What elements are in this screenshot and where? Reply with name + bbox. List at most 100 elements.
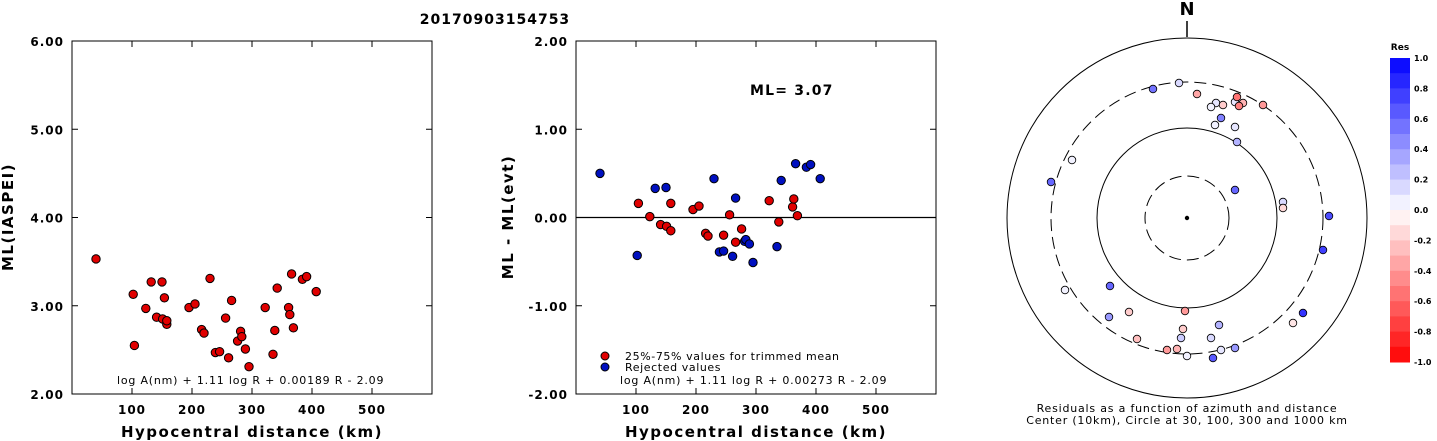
polar-point [1208, 353, 1218, 363]
data-point [661, 182, 671, 193]
data-point [694, 201, 704, 211]
caption-line-2: Center (10km), Circle at 30, 100, 300 an… [1026, 414, 1348, 427]
data-points [91, 254, 321, 372]
data-point [772, 241, 782, 252]
data-point [776, 175, 786, 186]
polar-point [1216, 345, 1226, 355]
polar-point [1162, 345, 1172, 355]
x-tick-label: 500 [862, 403, 890, 417]
colorbar-cell [1390, 73, 1410, 89]
data-point [214, 346, 225, 357]
data-point [730, 193, 741, 203]
polar-point [1218, 100, 1228, 110]
polar-point [1067, 155, 1077, 165]
colorbar-cell [1390, 301, 1410, 317]
data-point [709, 173, 719, 184]
legend-label-rejected: Rejected values [625, 361, 721, 374]
data-point [240, 344, 251, 354]
polar-point [1278, 203, 1288, 213]
colorbar-tick-label: -0.2 [1414, 236, 1432, 245]
data-point [205, 273, 215, 284]
data-point [718, 246, 729, 256]
y-tick-label: 2.00 [534, 35, 568, 49]
x-tick-label: 200 [682, 403, 710, 417]
data-point [141, 303, 151, 314]
colorbar-cell [1390, 225, 1410, 241]
colorbar-tick-label: 0.2 [1414, 176, 1428, 185]
colorbar-cell [1390, 346, 1410, 363]
colorbar-cell [1390, 194, 1410, 211]
colorbar-tick-label: 0.8 [1414, 84, 1429, 93]
y-ticks: 2.00 3.00 4.00 5.00 6.00 [30, 35, 432, 402]
data-point [237, 331, 247, 342]
data-point [260, 302, 270, 313]
legend: 25%-75% values for trimmed mean Rejected… [600, 350, 839, 374]
x-axis-label: Hypocentral distance (km) [625, 423, 887, 441]
colorbar-cell [1390, 149, 1410, 165]
colorbar-cell [1390, 316, 1410, 333]
data-point [790, 158, 801, 169]
data-point [595, 168, 605, 179]
data-point [666, 226, 676, 236]
polar-point [1206, 333, 1216, 343]
panel-azimuth-residual: N Residuals as a function of azimuth and… [1006, 0, 1368, 427]
polar-point [1214, 320, 1224, 330]
polar-point [1180, 306, 1190, 316]
legend-marker-trimmed [600, 351, 610, 361]
data-point [272, 283, 282, 293]
data-point [650, 183, 660, 194]
colorbar-cell [1390, 88, 1410, 105]
x-tick-label: 200 [178, 403, 206, 417]
polar-point [1210, 120, 1220, 130]
data-point [787, 202, 798, 212]
polar-point [1046, 177, 1056, 187]
data-points [595, 158, 825, 268]
data-point [159, 293, 170, 303]
formula-label: log A(nm) + 1.11 log R + 0.00273 R - 2.0… [620, 374, 887, 387]
colorbar-cell [1390, 134, 1410, 150]
colorbar-cell [1390, 270, 1410, 287]
y-tick-label: 4.00 [30, 212, 64, 226]
data-point [730, 237, 741, 247]
colorbar-cell [1390, 240, 1410, 257]
colorbar-cells [1390, 58, 1410, 363]
data-point [724, 210, 735, 220]
colorbar-cell [1390, 118, 1410, 135]
x-tick-label: 300 [238, 403, 266, 417]
data-point [199, 328, 209, 338]
y-tick-label: -2.00 [528, 388, 568, 402]
data-point [288, 323, 299, 333]
colorbar-cell [1390, 331, 1410, 348]
data-point [146, 277, 156, 287]
polar-point [1105, 281, 1115, 291]
polar-point [1192, 89, 1202, 99]
circle-300km [1050, 81, 1324, 355]
data-point [244, 361, 254, 372]
colorbar-tick-label: -0.4 [1414, 267, 1432, 276]
colorbar-tick-label: -1.0 [1414, 358, 1432, 367]
colorbar-cell [1390, 255, 1410, 272]
y-tick-label: 0.00 [534, 212, 568, 226]
x-tick-label: 100 [118, 403, 146, 417]
data-point [764, 196, 774, 206]
y-tick-label: 6.00 [30, 35, 64, 49]
y-axis-label: ML - ML(evt) [499, 155, 517, 279]
polar-point [1232, 92, 1242, 102]
data-point [633, 198, 644, 209]
data-point [736, 224, 747, 234]
colorbar-cell [1390, 210, 1410, 226]
colorbar-cell [1390, 164, 1410, 181]
data-point [632, 250, 642, 261]
data-point [805, 159, 816, 170]
data-point [220, 313, 231, 323]
polar-point [1216, 113, 1226, 123]
colorbar-tick-label: 0.0 [1414, 206, 1429, 215]
plot-frame [71, 40, 433, 395]
polar-point [1178, 324, 1188, 334]
polar-point [1298, 308, 1308, 318]
colorbar-cell [1390, 58, 1410, 74]
colorbar: Res 1.0 0.8 0.6 0.4 0.2 0.0 -0.2 -0.4 -0.6 -0.8 -1… [1390, 43, 1432, 367]
polar-point [1132, 334, 1142, 344]
data-point [301, 271, 312, 282]
